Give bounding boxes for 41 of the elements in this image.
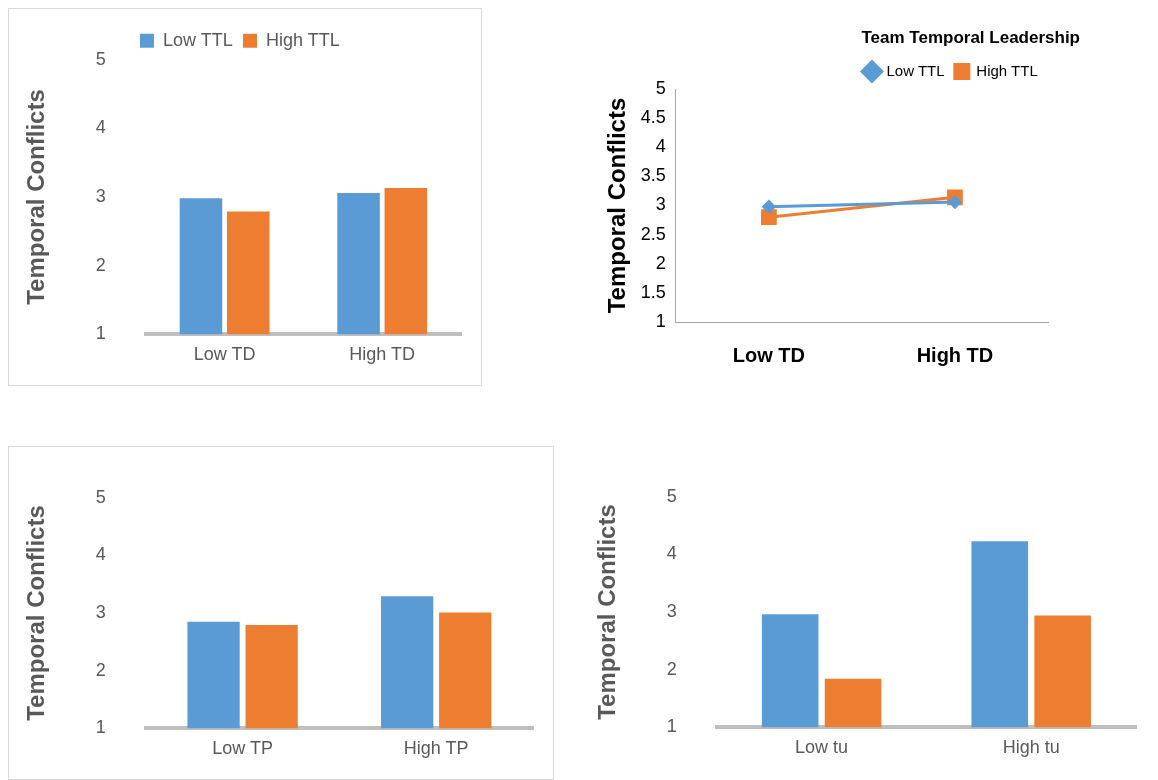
legend-label: High TTL xyxy=(266,29,340,50)
y-axis-title: Temporal Conflicts xyxy=(22,89,50,305)
y-tick-label: 4 xyxy=(95,117,106,138)
y-tick-label: 3 xyxy=(95,185,106,206)
x-tick-label: Low tu xyxy=(795,736,849,757)
legend-title: Team Temporal Leadership xyxy=(861,27,1080,47)
y-axis-title: Temporal Conflicts xyxy=(603,97,631,314)
y-tick-label: 4 xyxy=(95,544,106,565)
y-axis-title: Temporal Conflicts xyxy=(22,505,50,721)
y-tick-label: 5 xyxy=(666,485,677,506)
y-tick-label: 5 xyxy=(655,77,666,98)
x-tick-label: High tu xyxy=(1002,736,1060,757)
y-tick-label: 2 xyxy=(666,658,677,679)
x-tick-label: Low TP xyxy=(212,737,273,758)
y-tick-label: 1.5 xyxy=(640,281,666,302)
y-tick-label: 3 xyxy=(666,600,677,621)
y-axis-title: Temporal Conflicts xyxy=(593,504,621,720)
x-tick-label: High TD xyxy=(916,343,994,366)
y-tick-label: 2 xyxy=(655,252,666,273)
y-tick-label: 5 xyxy=(95,48,106,69)
x-tick-label: High TP xyxy=(403,737,469,758)
x-tick-label: Low TD xyxy=(732,343,805,366)
y-tick-label: 5 xyxy=(95,486,106,507)
y-tick-label: 1 xyxy=(95,717,106,738)
x-tick-label: High TD xyxy=(349,343,416,364)
y-tick-label: 1 xyxy=(95,323,106,344)
y-tick-label: 2.5 xyxy=(640,223,666,244)
y-tick-label: 1 xyxy=(666,716,677,737)
y-tick-label: 2 xyxy=(95,659,106,680)
y-tick-label: 4 xyxy=(655,136,666,157)
y-tick-label: 4 xyxy=(666,543,677,564)
legend-label: Low TTL xyxy=(162,29,233,50)
x-tick-label: Low TD xyxy=(193,343,256,364)
legend-label: High TTL xyxy=(976,61,1038,79)
y-tick-label: 3 xyxy=(95,601,106,622)
y-tick-label: 2 xyxy=(95,254,106,275)
y-tick-label: 4.5 xyxy=(640,107,666,128)
y-tick-label: 3 xyxy=(655,194,666,215)
y-tick-label: 1 xyxy=(655,310,666,331)
legend-label: Low TTL xyxy=(886,61,945,79)
y-tick-label: 3.5 xyxy=(640,165,666,186)
